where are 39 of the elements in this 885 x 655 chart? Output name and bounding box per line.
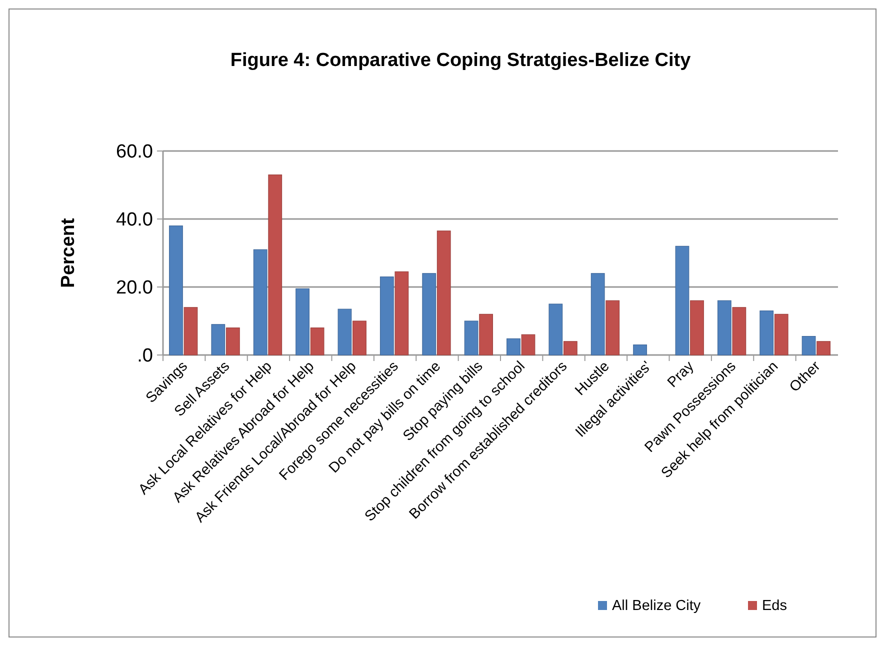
bar	[675, 246, 690, 356]
bar	[717, 300, 732, 356]
bar	[816, 341, 830, 356]
bar	[380, 276, 394, 356]
bar	[253, 249, 268, 356]
bar	[422, 273, 436, 356]
y-tick-label: 40.0	[116, 210, 153, 231]
bar	[464, 320, 478, 356]
legend-label: Eds	[762, 598, 787, 614]
bar	[521, 334, 536, 356]
y-tick-label: .0	[137, 346, 153, 367]
bar	[732, 307, 746, 356]
bar	[169, 226, 183, 356]
bar	[296, 288, 310, 356]
bar	[394, 271, 409, 356]
y-axis-title: Percent	[58, 217, 79, 288]
bar	[268, 174, 282, 356]
bar	[548, 304, 563, 356]
bar	[211, 324, 226, 356]
bar	[774, 314, 788, 356]
bar	[590, 273, 605, 356]
legend-label: All Belize City	[612, 598, 702, 614]
bar	[436, 230, 451, 356]
y-tick-label: 20.0	[116, 278, 153, 299]
bar	[633, 344, 647, 356]
bar	[338, 308, 352, 356]
bar	[226, 328, 240, 356]
bar	[506, 338, 520, 356]
bar	[690, 300, 704, 356]
chart-title: Figure 4: Comparative Coping Stratgies-Belize City	[230, 50, 692, 71]
y-tick-label: 60.0	[116, 142, 153, 163]
bar	[563, 341, 578, 356]
bar	[479, 314, 493, 356]
bar	[760, 310, 774, 356]
bar	[606, 300, 620, 356]
bar	[310, 328, 324, 356]
bar	[802, 336, 816, 356]
bar	[352, 320, 366, 356]
bar	[184, 307, 198, 356]
